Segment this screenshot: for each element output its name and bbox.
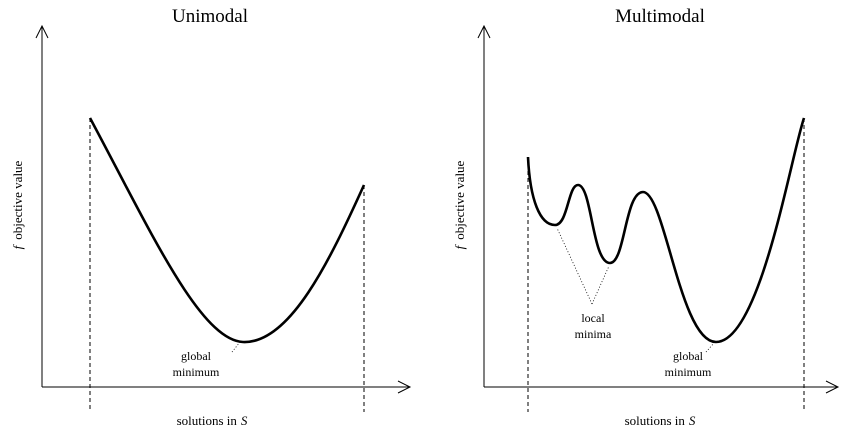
- axes: [35, 24, 412, 394]
- annotation: global: [673, 349, 704, 363]
- objective-curve: [88, 117, 366, 344]
- symbol: f: [10, 243, 25, 249]
- label-text: objective value: [452, 160, 467, 239]
- label-text: solutions in: [625, 413, 686, 428]
- objective-curve: [526, 117, 806, 344]
- multimodal-panel: Multimodal f objective value solutions in…: [452, 6, 840, 428]
- leader-line: [705, 342, 715, 353]
- y-axis-label: f objective value: [10, 160, 25, 249]
- unimodal-panel: Unimodal fobjective value solutions in S …: [10, 6, 412, 428]
- panel-title: Multimodal: [615, 6, 705, 27]
- leader-line: [231, 341, 241, 353]
- y-axis-label: f objective value: [452, 160, 467, 249]
- panel-title: Unimodal: [172, 6, 248, 27]
- annotation: minimum: [173, 365, 220, 379]
- leader-line: [591, 265, 610, 305]
- annotation: global: [181, 349, 212, 363]
- x-axis-label: solutions in S: [625, 413, 696, 428]
- leader-line: [556, 227, 593, 305]
- axes: [477, 24, 840, 394]
- symbol: f: [452, 243, 467, 249]
- x-axis-label: solutions in S: [177, 413, 248, 428]
- annotation: minima: [575, 327, 612, 341]
- symbol: S: [689, 413, 696, 428]
- label-text: objective value: [10, 160, 25, 239]
- annotation: local: [581, 311, 605, 325]
- label-text: solutions in: [177, 413, 238, 428]
- annotation: minimum: [665, 365, 712, 379]
- symbol: S: [241, 413, 248, 428]
